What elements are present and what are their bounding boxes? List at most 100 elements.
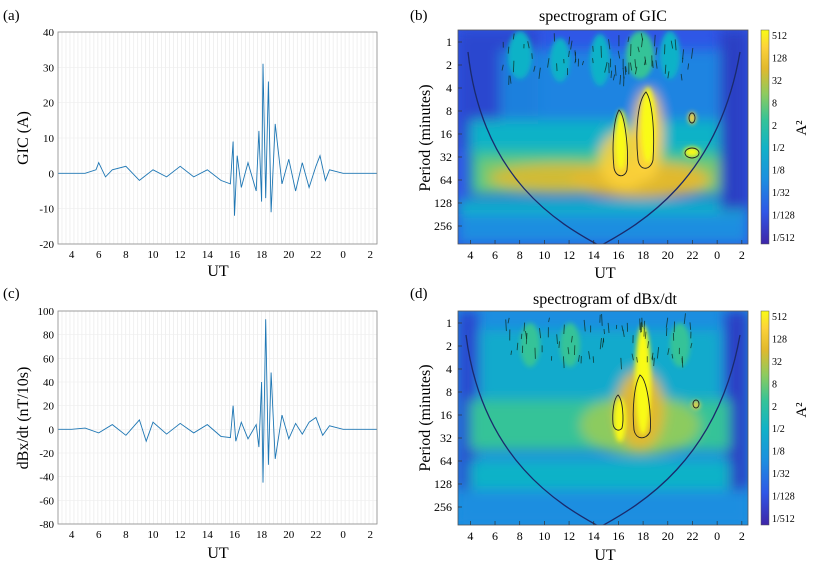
series-line — [58, 63, 377, 216]
colorbar-tick-label: 1/2 — [772, 143, 785, 154]
power-ridge-mark — [636, 356, 638, 363]
colorbar-tick-label: 8 — [772, 98, 777, 109]
y-tick-label: 64 — [440, 454, 452, 468]
gic-series-line — [58, 63, 377, 216]
power-ridge-mark — [507, 46, 510, 54]
gic-plot-frame — [57, 31, 378, 245]
power-ridge-mark — [583, 319, 586, 332]
gic-spectrogram-x-tick-labels: 4 6 8 10 12 14 16 18 20 22 0 2 — [467, 240, 745, 262]
colorbar-tick-label: 1/2 — [772, 424, 785, 435]
power-ridge-mark — [568, 50, 570, 58]
power-ridge-mark — [538, 67, 541, 79]
y-tick-label: 40 — [43, 377, 55, 389]
dbxdt-y-axis-label: dBx/dt (nT/10s) — [15, 367, 32, 470]
x-tick-label: 14 — [588, 529, 600, 543]
power-ridge-mark — [512, 33, 515, 40]
y-tick-label: 1 — [446, 35, 452, 49]
x-tick-label: 4 — [69, 249, 75, 261]
dbxdt-spectrogram-y-axis-label: Period (minutes) — [417, 364, 434, 471]
colorbar-tick-label: 128 — [772, 53, 787, 64]
power-ridge-mark — [525, 333, 528, 345]
x-tick-label: 10 — [538, 529, 550, 543]
y-tick-label: 64 — [440, 173, 452, 187]
colorbar-tick-label: 2 — [772, 121, 777, 132]
power-ridge-mark — [653, 357, 655, 367]
x-tick-label: 2 — [367, 529, 373, 541]
colorbar-tick-label: 1/8 — [772, 447, 785, 458]
gic-grid — [58, 31, 377, 245]
power-ridge-mark — [664, 64, 667, 74]
y-tick-label: 128 — [434, 477, 452, 491]
power-ridge-mark — [605, 62, 608, 69]
dbxdt-spectrogram-heatmap — [458, 311, 748, 525]
x-tick-label: 6 — [96, 529, 102, 541]
power-ridge-mark — [617, 50, 621, 59]
power-ridge-mark — [533, 65, 536, 72]
x-tick-label: 22 — [310, 249, 321, 261]
power-ridge-mark — [634, 66, 638, 75]
x-tick-label: 2 — [367, 249, 373, 261]
dbxdt-y-tick-labels: -80 -60 -40 -20 0 20 40 60 80 100 — [38, 306, 55, 531]
x-tick-label: 16 — [612, 529, 624, 543]
y-tick-label: 0 — [49, 168, 55, 180]
y-tick-label: 16 — [440, 408, 452, 422]
x-tick-label: 18 — [637, 248, 649, 262]
x-tick-label: 12 — [563, 529, 575, 543]
power-ridge-mark — [612, 74, 616, 81]
x-tick-label: 12 — [175, 529, 186, 541]
x-tick-label: 10 — [538, 248, 550, 262]
x-tick-label: 0 — [340, 529, 346, 541]
x-tick-label: 16 — [612, 248, 624, 262]
x-tick-label: 10 — [148, 249, 160, 261]
dbxdt-spectrogram-x-tick-labels: 4 6 8 10 12 14 16 18 20 22 0 2 — [467, 521, 745, 543]
power-ridge-mark — [647, 341, 650, 349]
x-tick-label: 20 — [662, 529, 674, 543]
gic-x-axis-label: UT — [207, 263, 229, 280]
y-tick-label: -80 — [39, 519, 54, 531]
y-tick-label: 4 — [446, 362, 452, 376]
x-tick-label: 0 — [714, 248, 720, 262]
power-ridge-mark — [581, 60, 585, 66]
y-tick-label: 128 — [434, 196, 452, 210]
power-ridge-mark — [624, 66, 627, 75]
colorbar-tick-label: 1/128 — [772, 492, 795, 503]
x-tick-label: 2 — [739, 529, 745, 543]
x-tick-label: 22 — [686, 529, 698, 543]
power-ridge-mark — [563, 324, 565, 335]
x-tick-label: 20 — [283, 249, 295, 261]
power-ridge-mark — [643, 320, 646, 329]
y-tick-label: 40 — [43, 27, 55, 39]
y-tick-label: 2 — [446, 58, 452, 72]
power-ridge-mark — [625, 66, 627, 73]
power-ridge-mark — [523, 322, 526, 332]
power-ridge-mark — [631, 353, 634, 361]
power-ridge-mark — [567, 347, 570, 355]
power-ridge-mark — [641, 317, 643, 328]
power-ridge-mark — [641, 38, 644, 48]
dbxdt-x-axis-label: UT — [207, 545, 229, 562]
power-ridge-mark — [570, 40, 573, 50]
gic-colorbar — [760, 29, 770, 245]
gic-spectrogram-frame — [457, 29, 749, 245]
power-ridge-mark — [670, 40, 674, 49]
power-ridge-mark — [622, 329, 625, 338]
dbxdt-colorbar-label: A² — [794, 402, 810, 418]
x-tick-label: 22 — [686, 248, 698, 262]
x-tick-label: 14 — [588, 248, 600, 262]
colorbar-tick-label: 2 — [772, 402, 777, 413]
y-tick-label: 80 — [43, 330, 55, 342]
dbxdt-colorbar — [760, 310, 770, 526]
power-ridge-mark — [674, 39, 677, 51]
y-tick-label: 4 — [446, 81, 452, 95]
power-ridge-mark — [665, 317, 669, 328]
power-ridge-mark — [539, 328, 542, 339]
power-ridge-mark — [687, 63, 690, 70]
gic-spectrogram-y-axis-label: Period (minutes) — [417, 84, 434, 191]
y-tick-label: -60 — [39, 495, 54, 507]
panel-label-b: (b) — [410, 8, 428, 24]
power-ridge-mark — [592, 58, 594, 64]
x-tick-label: 2 — [739, 248, 745, 262]
y-tick-label: 60 — [43, 353, 55, 365]
y-tick-label: 32 — [440, 150, 452, 164]
